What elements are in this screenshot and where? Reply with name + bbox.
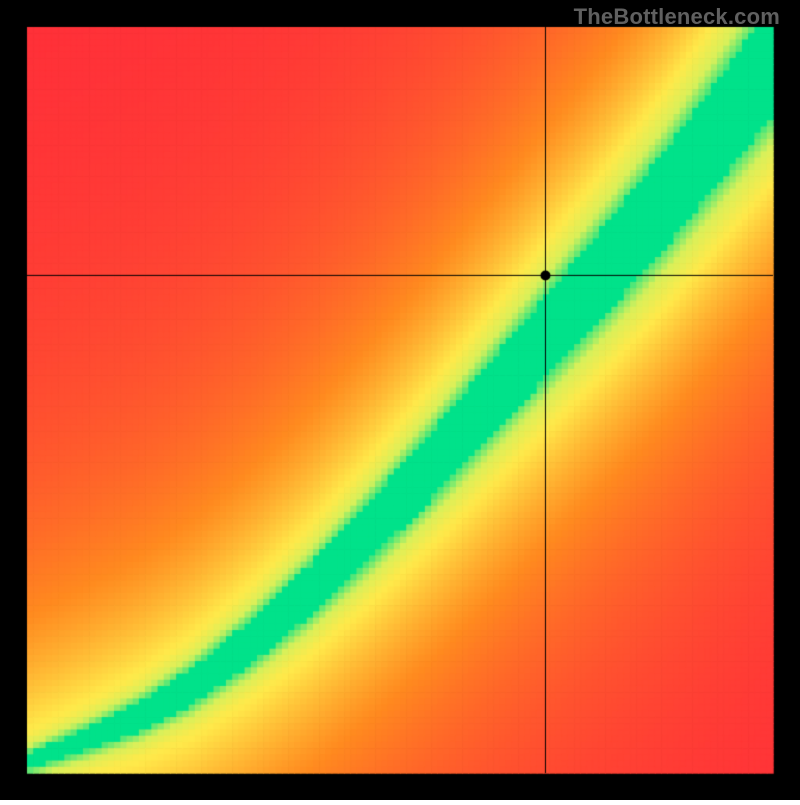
watermark-text: TheBottleneck.com	[574, 4, 780, 30]
chart-container: TheBottleneck.com	[0, 0, 800, 800]
bottleneck-heatmap	[0, 0, 800, 800]
